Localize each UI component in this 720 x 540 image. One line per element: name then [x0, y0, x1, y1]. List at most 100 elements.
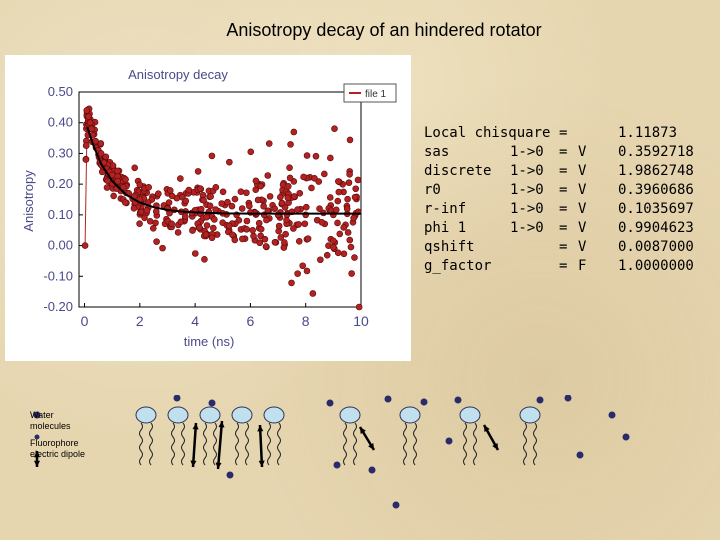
data-point	[238, 205, 246, 212]
slide-title: Anisotropy decay of an hindered rotator	[226, 20, 542, 40]
water-molecule	[326, 399, 334, 407]
fit-row: r0 1->0 = V 0.3960686	[424, 181, 714, 200]
water-molecule	[420, 398, 428, 406]
data-point	[284, 182, 292, 190]
lipid-tail	[267, 422, 271, 466]
data-point	[299, 262, 306, 270]
lipid-tail	[403, 422, 407, 466]
data-point	[343, 205, 351, 213]
data-point	[228, 202, 236, 210]
lipid-head	[231, 406, 253, 424]
data-point	[335, 188, 343, 196]
dipole-arrow	[33, 451, 41, 467]
lipid-tail	[181, 422, 185, 466]
data-point	[103, 184, 111, 191]
data-point	[334, 197, 342, 205]
data-point	[301, 220, 309, 228]
data-point	[239, 235, 246, 243]
data-point	[82, 142, 90, 149]
data-point	[329, 237, 337, 245]
data-point	[275, 222, 283, 230]
data-point	[136, 220, 143, 227]
data-point	[201, 256, 208, 263]
data-point	[130, 205, 138, 212]
data-point	[210, 224, 217, 232]
data-point	[246, 202, 253, 210]
data-point	[206, 202, 214, 210]
lipid-head	[199, 406, 221, 424]
lipid-tail	[343, 422, 347, 466]
fit-flag: V	[578, 163, 587, 179]
data-point	[346, 236, 354, 244]
data-point	[318, 219, 326, 226]
dipole-arrow	[482, 424, 500, 451]
x-tick-label: 10	[353, 313, 369, 329]
data-point	[355, 303, 363, 311]
data-point	[266, 193, 274, 200]
data-point	[82, 156, 90, 163]
data-point	[131, 164, 138, 172]
data-point	[257, 225, 265, 233]
data-point	[350, 214, 357, 222]
data-point	[97, 150, 105, 157]
x-axis-label: time (ns)	[184, 334, 235, 349]
data-point	[295, 237, 303, 245]
data-point	[331, 125, 338, 133]
data-point	[345, 179, 353, 186]
lipid-head	[459, 406, 481, 424]
data-point	[260, 202, 267, 210]
fit-name: phi 1	[424, 220, 467, 236]
data-point	[152, 208, 160, 215]
data-point	[294, 206, 301, 213]
fit-value: 0.0087000	[618, 239, 694, 255]
water-molecule	[384, 395, 392, 403]
y-tick-label: 0.30	[48, 145, 73, 160]
data-point	[208, 152, 216, 160]
fit-range: 1->0	[510, 182, 544, 198]
water-molecule	[576, 451, 584, 459]
data-point	[141, 214, 148, 222]
data-point	[252, 177, 260, 185]
fit-value: 1.11873	[618, 125, 678, 141]
fit-value: 1.9862748	[618, 163, 694, 179]
y-tick-label: 0.40	[48, 115, 73, 130]
data-point	[212, 184, 220, 191]
data-point	[304, 235, 312, 242]
data-point	[290, 193, 298, 200]
x-tick-label: 0	[81, 313, 89, 329]
data-point	[203, 222, 211, 229]
data-point	[326, 194, 334, 201]
fit-row: qshift = V 0.0087000	[424, 238, 714, 257]
data-point	[83, 107, 91, 114]
water-molecule	[333, 461, 341, 469]
lipid-tail	[149, 422, 153, 466]
data-point	[243, 189, 250, 197]
data-point	[344, 229, 352, 236]
data-point	[354, 176, 362, 184]
data-point	[243, 217, 251, 225]
lipid-molecule	[167, 406, 189, 466]
data-point	[145, 184, 153, 191]
dipole-arrow	[190, 422, 199, 468]
fit-range: 1->0	[510, 220, 544, 236]
water-molecule	[445, 437, 453, 445]
data-point	[104, 177, 112, 185]
fit-range: 1->0	[510, 144, 544, 160]
data-point	[294, 270, 301, 277]
data-point	[351, 254, 358, 261]
data-point	[168, 192, 176, 200]
data-point	[303, 267, 311, 275]
lipid-molecule	[199, 406, 221, 466]
fit-flag: V	[578, 201, 587, 217]
lipid-tail	[523, 422, 527, 466]
data-point	[264, 172, 272, 179]
fit-name: r-inf	[424, 201, 467, 217]
water-molecule	[392, 501, 400, 509]
data-point	[121, 199, 129, 206]
fit-name: r0	[424, 182, 441, 198]
data-point	[284, 194, 292, 202]
data-point	[166, 187, 174, 194]
data-point	[262, 243, 270, 250]
water-molecule	[226, 471, 234, 479]
y-tick-label: -0.20	[43, 299, 73, 314]
